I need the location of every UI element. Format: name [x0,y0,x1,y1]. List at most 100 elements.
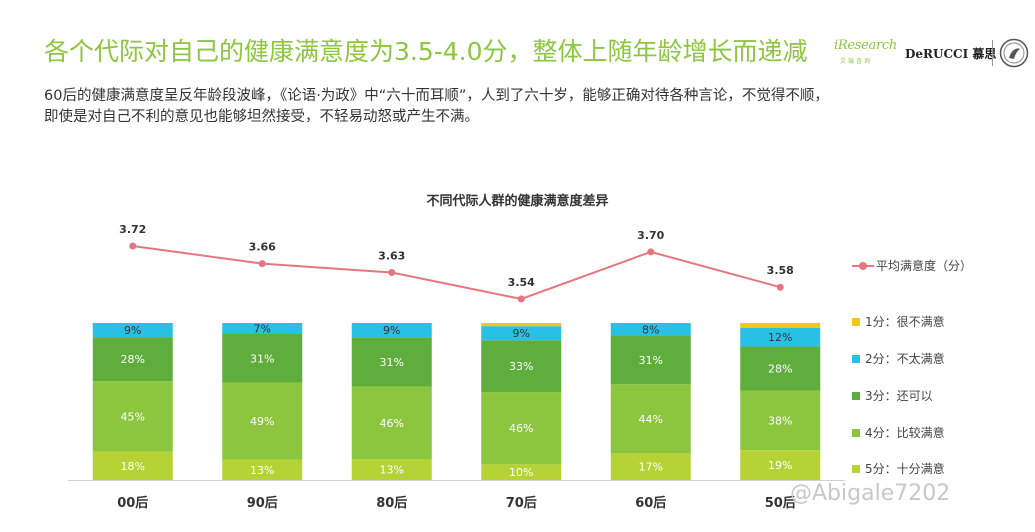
legend-swatch-1 [852,318,860,326]
bar-segment [610,384,691,454]
bar-segment-label: 44% [639,413,663,426]
derucci-logo: DeRUCCI 慕思 [905,47,997,61]
bar-segment-label: 9% [383,324,400,337]
bar-segment [351,459,432,480]
legend-swatch-5 [852,465,860,473]
bar-segment-label: 38% [768,414,792,427]
bar-segment-label: 18% [121,460,145,473]
line-point [517,295,525,303]
legend-item-2: 2分：不太满意 [852,350,945,367]
bar-segment [481,323,562,327]
bar-segment-label: 8% [642,323,659,336]
subtitle: 60后的健康满意度呈反年龄段波峰，《论语·为政》中“六十而耳顺”，人到了六十岁，… [44,86,1004,128]
line-point-label: 3.58 [767,264,794,277]
bar-segment-label: 45% [121,410,145,423]
bar-segment [351,386,432,460]
legend-swatch-3 [852,392,860,400]
line-point-label: 3.63 [378,250,405,263]
line-point-label: 3.70 [637,229,664,242]
legend-label-1: 1分：很不满意 [865,315,945,329]
bar-segment [740,323,821,328]
x-tick-label: 70后 [506,495,537,511]
logo-group: iResearch 艾瑞咨询 DeRUCCI 慕思 [832,36,1032,70]
iresearch-logo: iResearch [834,38,897,53]
bar-segment-label: 12% [768,331,792,344]
page-title: 各个代际对自己的健康满意度为3.5-4.0分，整体上随年龄增长而递减 [44,37,808,66]
bar-segment [92,337,173,382]
seal-logo-icon [999,38,1029,68]
subtitle-line-2: 即使是对自己不利的意见也能够坦然接受，不轻易动怒或产生不满。 [44,109,479,125]
bar-segment [222,323,303,334]
bar-segment-label: 9% [513,327,530,340]
line-point [776,283,784,291]
legend-label-2: 2分：不太满意 [865,352,945,366]
bar-segment [222,459,303,480]
bar-segment [481,326,562,341]
bar-segment [92,323,173,338]
legend-item-5: 5分：十分满意 [852,460,945,477]
iresearch-logo-cn: 艾瑞咨询 [840,58,873,65]
bar-segment [481,340,562,393]
bar-segment [481,464,562,480]
bar-segment-label: 28% [768,363,792,376]
bar-segment-label: 13% [250,464,274,477]
line-point [129,242,137,250]
bar-segment-label: 7% [254,322,271,335]
line-series-average [132,245,781,301]
subtitle-line-1: 60后的健康满意度呈反年龄段波峰，《论语·为政》中“六十而耳顺”，人到了六十岁，… [44,88,829,104]
bar-segment-label: 46% [509,422,533,435]
line-point [388,269,396,276]
bar-segment-label: 10% [509,466,533,479]
line-point-label: 3.66 [249,241,276,254]
legend-line-swatch [852,261,874,271]
legend-swatch-4 [852,429,860,437]
bar-segment [610,453,691,480]
chart-legend: 平均满意度（分） 1分：很不满意 2分：不太满意 3分：还可以 4分：比较满意 … [852,255,1032,485]
bar-segment [481,392,562,465]
legend-label-5: 5分：十分满意 [865,462,945,476]
bar-segment [222,382,303,460]
legend-item-average: 平均满意度（分） [852,257,972,274]
bar-segment [351,323,432,338]
bar-segment [92,381,173,452]
bar-segment [740,390,821,451]
x-tick-label: 90后 [247,495,278,511]
bar-segment-label: 31% [250,352,274,365]
x-tick-label: 60后 [635,495,666,511]
bar-segment-label: 28% [121,353,145,366]
line-point-label: 3.54 [508,276,535,289]
x-tick-label: 80后 [376,495,407,511]
legend-swatch-2 [852,355,860,363]
legend-label-3: 3分：还可以 [865,389,933,403]
bar-segment [92,451,173,480]
bar-segment-label: 46% [380,417,404,430]
bar-segment [740,450,821,480]
bar-segment-label: 49% [250,415,274,428]
line-point [647,248,655,256]
bar-segment [740,346,821,391]
bar-segment-label: 17% [639,461,663,474]
legend-item-1: 1分：很不满意 [852,313,945,330]
x-tick-label: 50后 [765,495,796,511]
bar-segment-label: 33% [509,360,533,373]
bar-segment-label: 31% [380,356,404,369]
bar-segment-label: 13% [380,464,404,477]
line-point-label: 3.72 [119,223,146,236]
legend-item-3: 3分：还可以 [852,387,933,404]
chart-title: 不同代际人群的健康满意度差异 [426,194,609,209]
bar-segment [610,323,691,336]
x-tick-label: 00后 [117,495,148,511]
logo-divider [992,40,993,66]
watermark: @Abigale7202 [790,481,951,506]
bar-segment [610,335,691,385]
bar-segment [351,337,432,387]
bar-segment-label: 9% [124,324,141,337]
legend-label-average: 平均满意度（分） [876,259,973,273]
bar-segment [740,327,821,347]
bar-segment [222,333,303,383]
legend-label-4: 4分：比较满意 [865,426,945,440]
bar-segment-label: 19% [768,459,792,472]
legend-item-4: 4分：比较满意 [852,424,945,441]
bar-segment-label: 31% [639,354,663,367]
